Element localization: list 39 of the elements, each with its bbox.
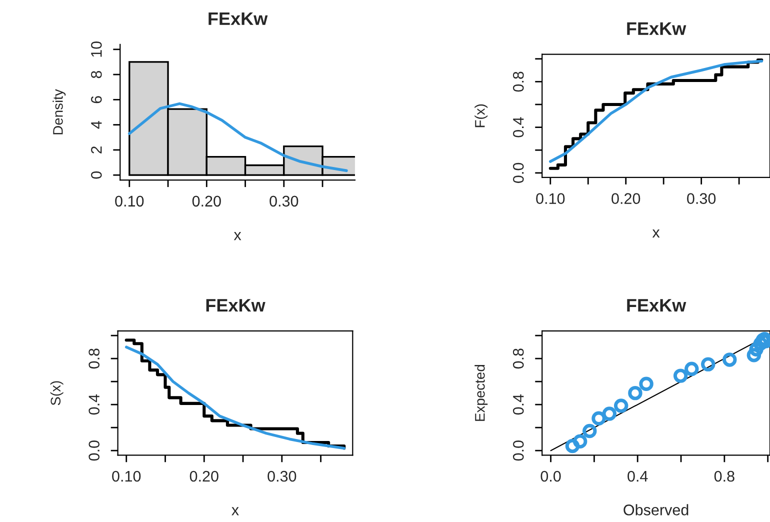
y-axis-title: Density [52,89,66,134]
y-tick-label: 0.4 [512,394,524,415]
chart-title: FExKw [627,22,686,35]
x-axis-title: Observed [624,504,688,516]
x-tick-label: 0.30 [268,470,296,482]
x-tick-label: 0.10 [536,193,565,204]
chart-title: FExKw [627,299,686,312]
y-tick-label: 0.8 [88,348,100,369]
y-tick-label: 4 [91,120,102,129]
x-tick-label: 0.20 [612,193,640,204]
x-axis-title: x [652,229,660,238]
y-tick-label: 0.8 [512,72,524,92]
x-tick-label: 0.0 [540,470,561,482]
y-tick-label: 0 [91,171,102,179]
x-tick-label: 0.8 [714,470,734,482]
y-tick-label: 0.4 [88,394,100,415]
x-tick-label: 0.30 [270,196,298,207]
y-tick-label: 0.8 [512,348,524,369]
x-tick-label: 0.10 [112,470,141,482]
y-tick-label: 10 [91,41,102,57]
y-axis-title: S(x) [50,381,64,406]
y-tick-label: 0.0 [512,162,524,183]
x-tick-label: 0.30 [687,193,716,204]
x-tick-label: 0.20 [190,470,218,482]
x-tick-label: 0.10 [115,196,144,207]
y-tick-label: 0.0 [512,440,524,461]
x-axis-title: x [234,232,242,240]
x-axis-title: x [232,507,239,516]
y-tick-label: 0.4 [512,117,524,138]
chart-title: FExKw [206,299,266,312]
x-tick-label: 0.20 [192,196,221,207]
y-tick-label: 0.0 [88,440,100,461]
y-tick-label: 8 [91,70,102,78]
y-tick-label: 2 [91,146,102,154]
y-axis-title: F(x) [474,104,488,128]
x-tick-label: 0.4 [628,470,648,482]
y-tick-label: 6 [91,96,102,104]
y-axis-title: Expected [474,365,488,421]
chart-title: FExKw [208,12,268,25]
